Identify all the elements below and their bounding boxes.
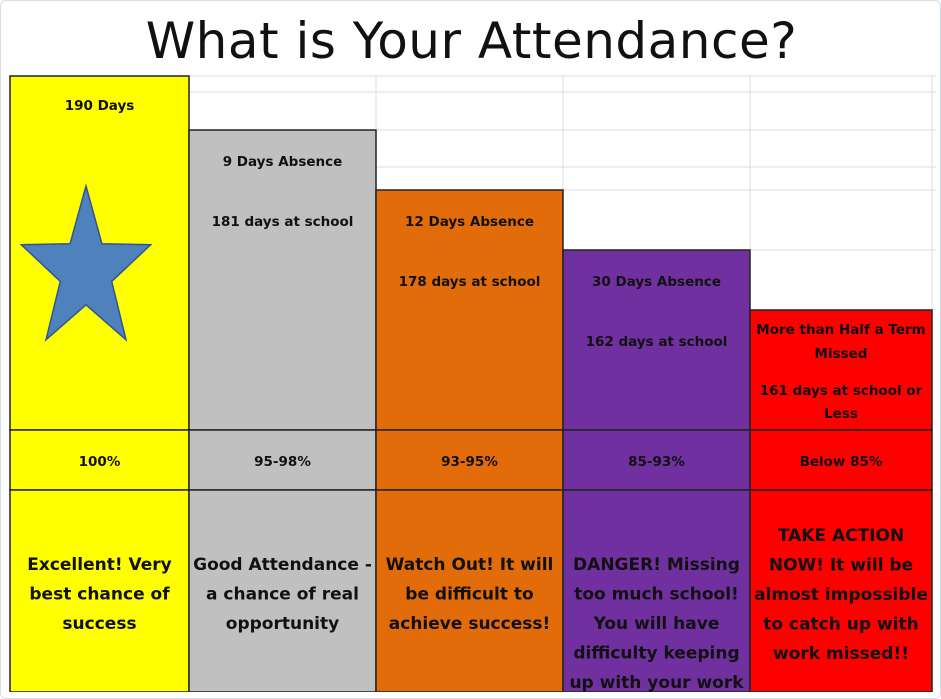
- bar-3: [375, 189, 564, 431]
- message-line: a chance of real: [206, 585, 359, 605]
- message-line: achieve success!: [389, 614, 550, 634]
- message-line: TAKE ACTION: [778, 526, 904, 546]
- band-label: Below 85%: [800, 454, 883, 470]
- bar-label: More than Half a Term: [756, 322, 925, 338]
- message-line: opportunity: [226, 614, 339, 634]
- band-label: 85-93%: [628, 454, 685, 470]
- message-line: up with your work: [569, 673, 744, 693]
- message-cell-4: [562, 489, 751, 693]
- message-line: You will have: [593, 614, 720, 634]
- bar-label: 181 days at school: [212, 214, 354, 230]
- message-line: Excellent! Very: [27, 555, 172, 575]
- message-line: Watch Out! It will: [386, 555, 554, 575]
- star-icon: [19, 183, 153, 342]
- bar-label: 162 days at school: [586, 334, 728, 350]
- bar-label: Less: [824, 406, 858, 422]
- band-cell-2: [188, 429, 377, 491]
- band-label: 93-95%: [441, 454, 498, 470]
- message-line: be difficult to: [405, 585, 533, 605]
- bar-label: 161 days at school or: [760, 383, 923, 399]
- bar-label: 178 days at school: [399, 274, 541, 290]
- message-line: difficulty keeping: [573, 644, 739, 664]
- message-cell-3: [375, 489, 564, 693]
- message-line: to catch up with: [763, 615, 918, 635]
- message-line: almost impossible: [754, 585, 928, 605]
- band-label: 100%: [79, 454, 121, 470]
- band-cell-5: [749, 429, 933, 491]
- bottom-margin: [1, 692, 940, 698]
- bar-4: [562, 249, 751, 431]
- bar-label: Missed: [815, 346, 868, 362]
- message-line: success: [62, 614, 136, 634]
- band-label: 95-98%: [254, 454, 311, 470]
- message-line: work missed!!: [773, 644, 909, 664]
- bar-label: 30 Days Absence: [592, 274, 721, 290]
- bar-2: [188, 129, 377, 431]
- message-line: NOW! It will be: [769, 556, 913, 576]
- bar-label: 9 Days Absence: [223, 154, 343, 170]
- message-line: best chance of: [29, 585, 170, 605]
- message-cell-5: [749, 489, 933, 693]
- message-line: DANGER! Missing: [573, 555, 740, 575]
- message-line: Good Attendance -: [193, 555, 372, 575]
- chart-title: What is Your Attendance?: [145, 12, 798, 70]
- bar-label: 12 Days Absence: [405, 214, 534, 230]
- message-line: too much school!: [574, 585, 739, 605]
- band-cell-4: [562, 429, 751, 491]
- bar-5: [749, 309, 933, 431]
- bar-label: 190 Days: [65, 98, 135, 114]
